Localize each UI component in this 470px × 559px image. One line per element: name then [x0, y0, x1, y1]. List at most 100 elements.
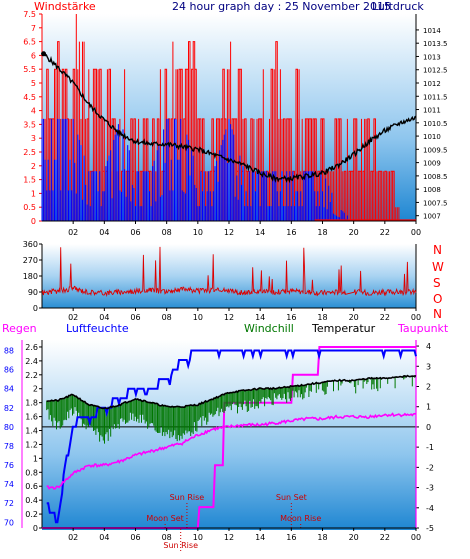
rain-tick-label: 0: [33, 524, 38, 533]
windchill-bars: [46, 376, 416, 444]
rain-tick-label: 0.8: [25, 468, 38, 477]
pressure-tick-label: 1013: [423, 53, 441, 61]
wind-tick-label: 3: [31, 134, 36, 143]
temperatur-label: Temperatur: [311, 322, 376, 335]
pressure-tick-label: 1009: [423, 160, 441, 168]
wind-tick-label: 7.5: [23, 10, 36, 19]
wind-tick-label: 4.5: [23, 93, 36, 102]
rain-tick-label: 0.2: [25, 510, 38, 519]
humidity-tick-label: 72: [4, 499, 14, 508]
mid-x-tick-label: 06: [130, 313, 140, 322]
top-x-tick-label: 16: [286, 228, 296, 237]
pressure-tick-label: 1007: [423, 213, 441, 221]
humidity-tick-label: 88: [4, 346, 14, 355]
pressure-start-dot: [41, 51, 47, 57]
mid-x-tick-label: 02: [68, 313, 78, 322]
windchill-label: Windchill: [244, 322, 294, 335]
direction-tick-label: 270: [23, 256, 38, 265]
moon-set-annotation: Moon Set: [146, 514, 183, 523]
humidity-tick-label: 70: [4, 518, 14, 527]
top-x-tick-label: 02: [68, 228, 78, 237]
mid-chart-layer: 0 90 180 270 360 02 04 06 08 10 12 14 16 18 20 22 00: [23, 240, 421, 322]
direction-label-s: S: [433, 276, 441, 290]
sun-rise-annotation: Sun Rise: [170, 493, 205, 502]
luftdruck-label: Luftdruck: [372, 0, 424, 13]
luftfeuchte-label: Luftfeuchte: [66, 322, 129, 335]
rain-tick-label: 1.8: [25, 399, 38, 408]
mid-x-tick-label: 04: [99, 313, 109, 322]
top-x-tick-label: 18: [317, 228, 327, 237]
rain-tick-label: 0.4: [25, 496, 38, 505]
rain-tick-label: 2.4: [25, 357, 38, 366]
temperature-tick-label: -4: [426, 504, 434, 513]
wind-tick-label: 2.5: [23, 148, 36, 157]
wind-tick-label: 4: [31, 107, 36, 116]
wind-tick-label: 1: [31, 189, 36, 198]
sun-rise-axis-annotation: Sun Rise: [163, 541, 198, 550]
pressure-tick-label: 1012.5: [423, 67, 448, 75]
humidity-tick-label: 80: [4, 423, 14, 432]
wind-tick-label: 2: [31, 162, 36, 171]
mid-x-tick-label: 08: [162, 313, 172, 322]
direction-label-n-top: N: [433, 243, 442, 257]
pressure-tick-label: 1011.5: [423, 93, 448, 101]
bottom-x-tick-label: 22: [380, 533, 390, 542]
temperature-tick-label: 0: [426, 423, 431, 432]
temperature-tick-label: 1: [426, 403, 431, 412]
rain-tick-label: 1.6: [25, 413, 38, 422]
top-x-tick-label: 06: [130, 228, 140, 237]
rain-tick-label: 1.4: [25, 427, 38, 436]
wind-tick-label: 1.5: [23, 176, 36, 185]
temperature-tick-label: -3: [426, 484, 434, 493]
temperature-panel: [42, 340, 416, 530]
mid-x-tick-label: 12: [224, 313, 234, 322]
wind-tick-label: 3.5: [23, 120, 36, 129]
pressure-tick-label: 1007.5: [423, 199, 448, 207]
top-x-tick-label: 20: [349, 228, 359, 237]
bottom-x-tick-label: 20: [349, 533, 359, 542]
top-x-tick-label: 14: [255, 228, 265, 237]
direction-label-o: O: [433, 292, 442, 306]
mid-x-tick-label: 10: [193, 313, 203, 322]
pressure-tick-label: 1008.5: [423, 173, 448, 181]
rain-tick-label: 2: [33, 385, 38, 394]
wind-tick-label: 5.5: [23, 65, 36, 74]
rain-tick-label: 1: [33, 454, 38, 463]
temperature-tick-label: 3: [426, 362, 431, 371]
humidity-tick-label: 74: [4, 480, 14, 489]
moon-rise-annotation: Moon Rise: [280, 514, 321, 523]
dewpoint-line: [46, 412, 417, 490]
bottom-x-tick-label: 14: [255, 533, 265, 542]
bottom-x-tick-label: 10: [193, 533, 203, 542]
humidity-tick-label: 82: [4, 404, 14, 413]
direction-label-n-bottom: N: [433, 307, 442, 321]
temperature-tick-label: -2: [426, 463, 434, 472]
pressure-line: [43, 51, 417, 184]
bottom-x-tick-label: 06: [130, 533, 140, 542]
humidity-tick-label: 76: [4, 461, 14, 470]
wind-tick-label: 6: [31, 51, 36, 60]
mid-x-tick-label: 18: [317, 313, 327, 322]
bottom-x-tick-label: 04: [99, 533, 109, 542]
pressure-tick-label: 1009.5: [423, 146, 448, 154]
wind-direction-line: [41, 246, 417, 298]
temperature-tick-label: -5: [426, 524, 434, 533]
temperature-tick-label: 2: [426, 382, 431, 391]
bottom-x-tick-label: 16: [286, 533, 296, 542]
top-x-tick-label: 10: [193, 228, 203, 237]
mid-x-tick-label: 00: [411, 313, 421, 322]
rain-tick-label: 1.2: [25, 440, 38, 449]
mid-x-tick-label: 16: [286, 313, 296, 322]
bottom-chart-layer: 70 72 74 76 78 80 82 84 86 88 0 0.2 0.4 0.6 0.8 1 1.2 1.4…: [4, 340, 434, 551]
rain-line: [42, 346, 416, 529]
direction-panel: [42, 244, 416, 308]
pressure-tick-label: 1010: [423, 133, 441, 141]
rain-tick-label: 0.6: [25, 482, 38, 491]
wind-average-bars: [41, 118, 351, 221]
temperature-tick-label: 4: [426, 342, 431, 351]
wind-tick-label: 5: [31, 79, 36, 88]
mid-x-tick-label: 20: [349, 313, 359, 322]
top-x-tick-label: 12: [224, 228, 234, 237]
